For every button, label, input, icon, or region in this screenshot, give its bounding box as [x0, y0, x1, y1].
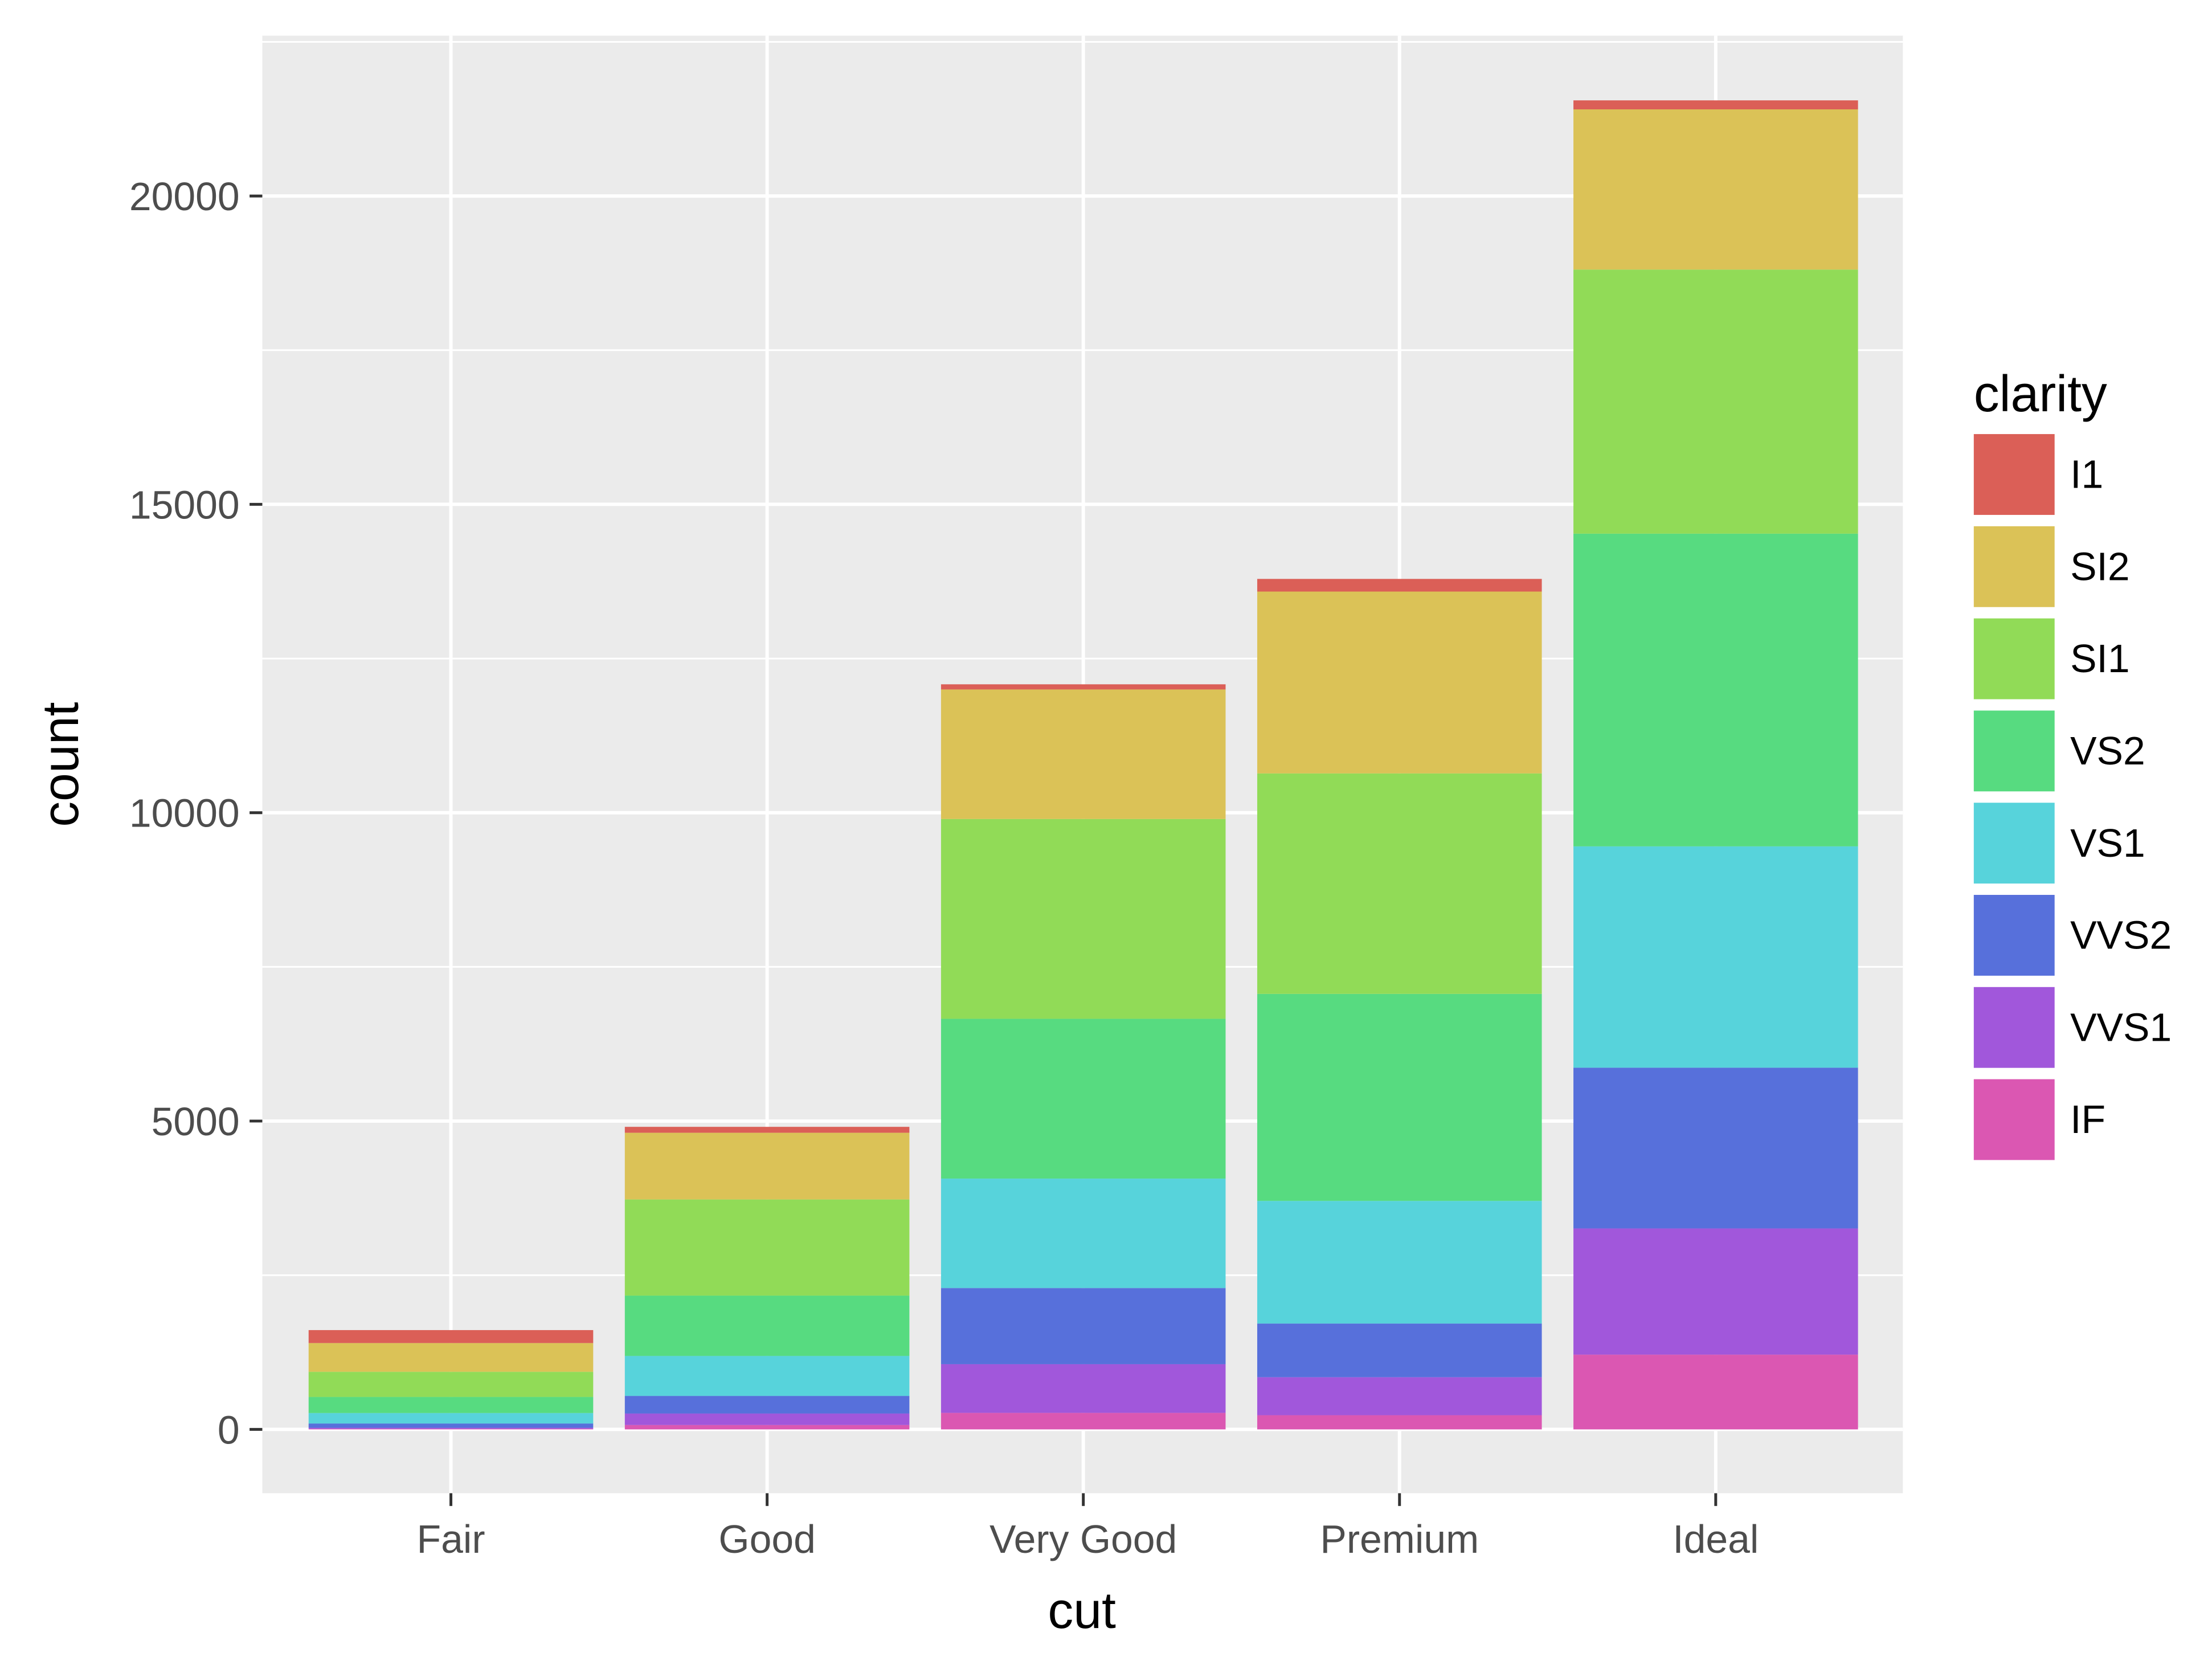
bar-segment-premium-vs2 [1257, 993, 1542, 1201]
bar-segment-good-if [624, 1425, 910, 1430]
bar-segment-good-i1 [624, 1127, 910, 1133]
y-tick-label: 5000 [152, 1099, 240, 1144]
bar-segment-premium-vs1 [1257, 1201, 1542, 1324]
bar-segment-ideal-si1 [1573, 269, 1858, 534]
bar-segment-premium-i1 [1257, 579, 1542, 592]
bar-segment-ideal-vvs2 [1573, 1067, 1858, 1229]
legend-key-if [1973, 1079, 2055, 1160]
bar-segment-good-vs2 [624, 1295, 910, 1356]
legend-title: clarity [1974, 365, 2107, 422]
legend-key-i1 [1973, 434, 2055, 515]
bar-segment-fair-vs1 [308, 1413, 594, 1424]
y-axis: 0 5000 10000 15000 20000 [129, 174, 263, 1452]
bar-segment-good-si1 [624, 1199, 910, 1296]
legend: clarity I1 SI2 SI1 VS2 VS1 VVS2 VVS1 IF [1973, 365, 2172, 1160]
bar-segment-good-si2 [624, 1132, 910, 1200]
y-axis-label: count [32, 702, 89, 827]
x-tick-label: Very Good [990, 1517, 1177, 1561]
legend-label: VS1 [2070, 821, 2145, 865]
legend-key-si2 [1973, 526, 2055, 607]
y-tick-label: 0 [218, 1408, 240, 1452]
x-tick-label: Good [718, 1517, 815, 1561]
bar-segment-ideal-vs2 [1573, 533, 1858, 846]
legend-label: VVS1 [2070, 1005, 2172, 1049]
bar-segment-ideal-if [1573, 1355, 1858, 1430]
bar-segment-premium-si1 [1257, 773, 1542, 994]
bar-segment-ideal-vvs1 [1573, 1228, 1858, 1355]
x-tick-label: Fair [417, 1517, 485, 1561]
bar-segment-ideal-i1 [1573, 100, 1858, 109]
legend-key-si1 [1973, 618, 2055, 699]
y-tick-label: 10000 [129, 791, 240, 836]
bar-segment-premium-if [1257, 1415, 1542, 1430]
legend-key-vvs2 [1973, 895, 2055, 976]
bar-segment-fair-si1 [308, 1372, 594, 1397]
x-tick-label: Premium [1320, 1517, 1479, 1561]
bar-segment-fair-vvs1 [308, 1427, 594, 1429]
bar-segment-fair-vs2 [308, 1397, 594, 1413]
bars [308, 100, 1858, 1430]
legend-label: VS2 [2070, 729, 2145, 773]
y-tick-label: 15000 [129, 482, 240, 527]
legend-key-vs2 [1973, 710, 2055, 792]
bar-segment-very-good-vvs1 [941, 1364, 1226, 1413]
bar-segment-fair-i1 [308, 1330, 594, 1343]
bar-segment-premium-vvs2 [1257, 1323, 1542, 1377]
legend-label: VVS2 [2070, 913, 2172, 958]
bar-segment-very-good-si2 [941, 689, 1226, 819]
legend-key-vs1 [1973, 803, 2055, 884]
legend-label: SI1 [2070, 636, 2130, 681]
legend-label: I1 [2070, 452, 2103, 497]
bar-segment-very-good-vs1 [941, 1179, 1226, 1288]
bar-segment-very-good-if [941, 1413, 1226, 1430]
bar-segment-very-good-i1 [941, 684, 1226, 690]
bar-segment-fair-vvs2 [308, 1423, 594, 1428]
legend-label: IF [2070, 1097, 2105, 1142]
bar-segment-premium-si2 [1257, 591, 1542, 774]
y-tick-label: 20000 [129, 174, 240, 219]
bar-segment-good-vvs2 [624, 1396, 910, 1414]
bar-segment-very-good-vvs2 [941, 1288, 1226, 1364]
bar-segment-premium-vvs1 [1257, 1377, 1542, 1416]
x-tick-label: Ideal [1673, 1517, 1759, 1561]
legend-key-vvs1 [1973, 987, 2055, 1068]
bar-segment-fair-si2 [308, 1343, 594, 1372]
bar-segment-good-vvs1 [624, 1413, 910, 1425]
bar-segment-good-vs1 [624, 1356, 910, 1396]
x-axis: Fair Good Very Good Premium Ideal [417, 1493, 1759, 1561]
legend-label: SI2 [2070, 544, 2130, 588]
bar-segment-ideal-vs1 [1573, 846, 1858, 1068]
x-axis-label: cut [1048, 1582, 1116, 1639]
bar-segment-ideal-si2 [1573, 109, 1858, 270]
bar-segment-very-good-si1 [941, 819, 1226, 1019]
bar-segment-very-good-vs2 [941, 1018, 1226, 1179]
